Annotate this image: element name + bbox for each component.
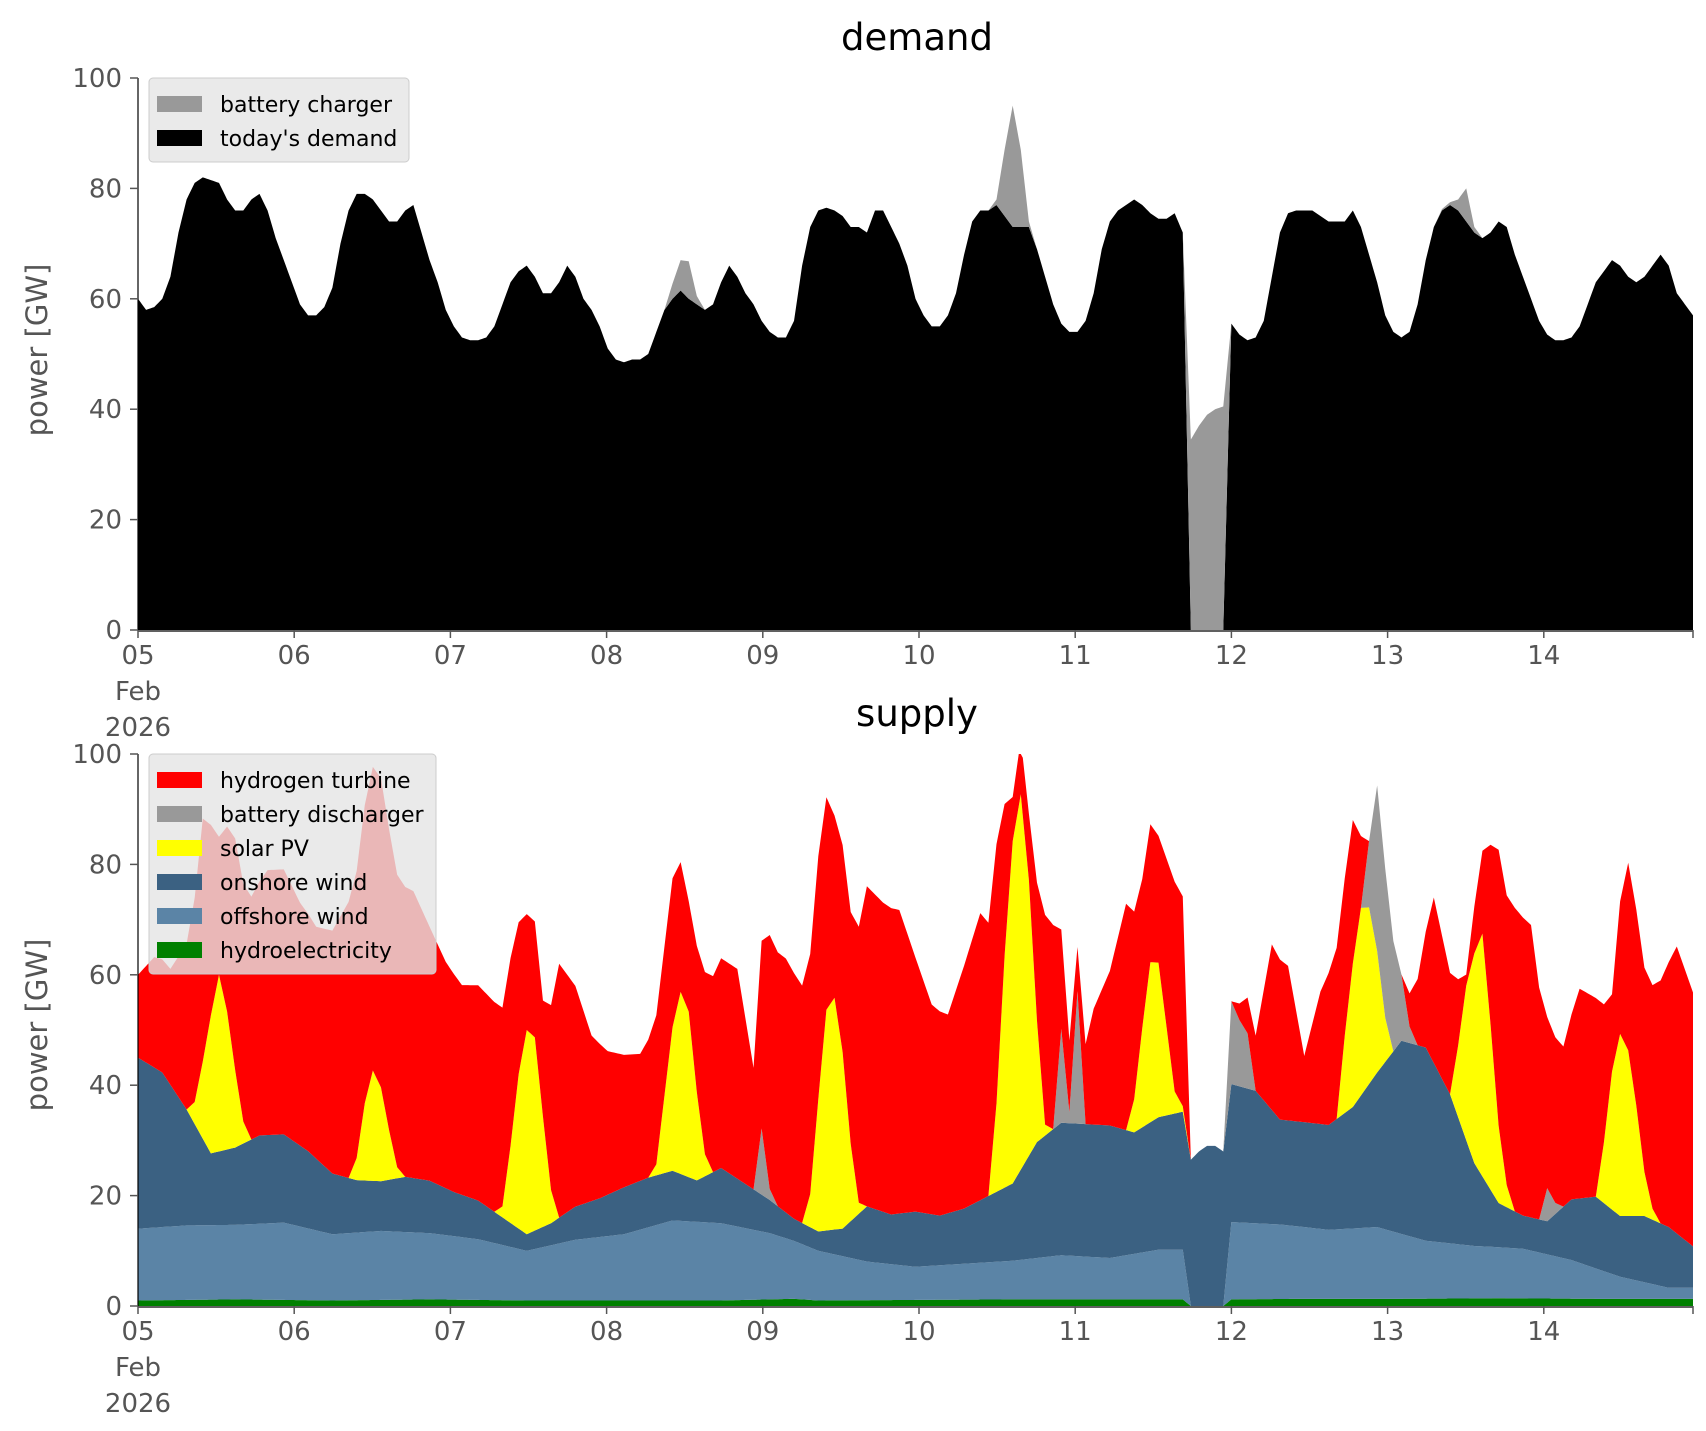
area-onshore-wind — [138, 1040, 1693, 1306]
legend-swatch — [157, 806, 202, 822]
x-tick-label: 2026 — [105, 1389, 171, 1419]
y-tick-label: 40 — [89, 1071, 122, 1101]
x-axis: 05 Feb 2026 06 07 08 09 10 11 12 13 14 — [105, 630, 1694, 743]
area-solar-pv — [138, 794, 1693, 1247]
legend-swatch — [157, 942, 202, 958]
area-offshore-wind — [138, 1220, 1693, 1306]
legend-label: hydrogen turbine — [220, 769, 411, 794]
y-tick-label: 60 — [89, 961, 122, 991]
x-tick-label: 09 — [746, 1317, 779, 1347]
x-tick-label: 07 — [434, 1317, 467, 1347]
y-axis-label: power [GW] — [20, 939, 54, 1112]
legend-label: offshore wind — [220, 905, 369, 930]
x-tick-label: 14 — [1527, 1317, 1560, 1347]
y-tick-label: 100 — [72, 64, 122, 94]
legend: hydrogen turbine battery discharger solar … — [148, 753, 437, 975]
legend-label: battery charger — [220, 93, 393, 118]
x-tick-label: 10 — [902, 1317, 935, 1347]
x-axis: 05 Feb 2026 06 07 08 09 10 11 12 13 14 — [105, 1306, 1694, 1419]
legend-label: solar PV — [220, 837, 309, 862]
x-tick-label: 2026 — [105, 713, 171, 743]
y-tick-label: 20 — [89, 1182, 122, 1212]
legend-label: onshore wind — [220, 871, 367, 896]
y-tick-label: 0 — [105, 1292, 122, 1322]
y-tick-label: 0 — [105, 616, 122, 646]
x-tick-label: Feb — [115, 677, 161, 707]
x-tick-label: 14 — [1527, 641, 1560, 671]
y-axis: 0 20 40 60 80 100 — [72, 64, 139, 646]
x-tick-label: 10 — [902, 641, 935, 671]
stacked-areas — [138, 754, 1693, 1306]
x-tick-label: Feb — [115, 1353, 161, 1383]
y-tick-label: 40 — [89, 395, 122, 425]
legend-swatch — [157, 840, 202, 856]
x-tick-label: 12 — [1215, 1317, 1248, 1347]
y-tick-label: 20 — [89, 506, 122, 536]
legend-label: hydroelectricity — [220, 939, 392, 964]
y-tick-label: 100 — [72, 740, 122, 770]
y-tick-label: 80 — [89, 174, 122, 204]
legend-box — [148, 753, 437, 975]
x-tick-label: 08 — [590, 1317, 623, 1347]
legend-swatch — [157, 96, 202, 112]
x-tick-label: 05 — [121, 641, 154, 671]
legend-swatch — [157, 772, 202, 788]
legend-box — [148, 77, 410, 163]
x-tick-label: 07 — [434, 641, 467, 671]
chart-panel-demand: demand power [GW] 0 20 40 60 80 100 05 Feb 2026… — [20, 16, 1694, 743]
x-tick-label: 09 — [746, 641, 779, 671]
legend-swatch — [157, 908, 202, 924]
x-tick-label: 11 — [1059, 1317, 1092, 1347]
chart-title: demand — [841, 16, 993, 59]
legend-swatch — [157, 874, 202, 890]
x-tick-label: 12 — [1215, 641, 1248, 671]
y-tick-label: 60 — [89, 285, 122, 315]
area-hydrogen-turbine — [138, 754, 1693, 1247]
x-tick-label: 13 — [1371, 641, 1404, 671]
x-tick-label: 13 — [1371, 1317, 1404, 1347]
legend-label: battery discharger — [220, 803, 425, 828]
y-tick-label: 80 — [89, 850, 122, 880]
y-axis-label: power [GW] — [20, 264, 54, 437]
x-tick-label: 06 — [278, 641, 311, 671]
x-tick-label: 08 — [590, 641, 623, 671]
chart-title: supply — [856, 692, 978, 735]
y-axis: 0 20 40 60 80 100 — [72, 740, 139, 1322]
x-tick-label: 06 — [278, 1317, 311, 1347]
area-hydroelectricity — [138, 1298, 1693, 1306]
stacked-areas — [138, 105, 1693, 631]
x-tick-label: 11 — [1059, 641, 1092, 671]
legend-swatch — [157, 130, 202, 146]
legend: battery charger today's demand — [148, 77, 410, 163]
area-today-s-demand — [138, 177, 1693, 631]
chart-panel-supply: supply power [GW] 0 20 40 60 80 100 05 Feb 2026… — [20, 692, 1694, 1419]
legend-label: today's demand — [220, 127, 397, 152]
x-tick-label: 05 — [121, 1317, 154, 1347]
